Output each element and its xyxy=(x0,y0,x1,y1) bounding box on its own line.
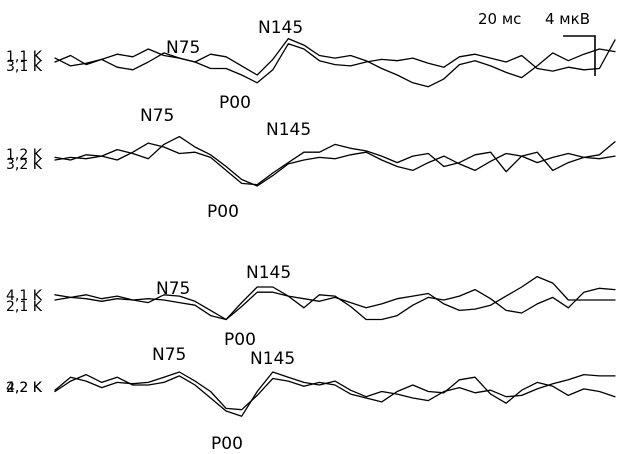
panel-2-peak-n75: N75 xyxy=(140,106,174,126)
scale-bar-lines xyxy=(563,35,596,76)
panel-1-trace-2 xyxy=(54,39,616,84)
scale-amplitude-label: 4 мкВ xyxy=(545,10,590,28)
panel-2: 1,2 K 3,2 K N75 P00 N145 xyxy=(6,106,616,222)
panel-1-peak-p00: P00 xyxy=(219,93,251,113)
panel-3-label-primary: 4,1 K xyxy=(6,288,43,304)
panel-3-peak-n75: N75 xyxy=(156,279,190,299)
panel-3-label-secondary: 2,1 K xyxy=(6,299,43,315)
panel-4-peak-n75: N75 xyxy=(152,345,186,365)
panel-4-label-secondary: 2,2 K xyxy=(6,380,43,396)
panel-1: 1,1 K 3,1 K N75 P00 N145 xyxy=(6,18,616,113)
panel-2-label-primary: 1,2 K xyxy=(6,147,43,163)
panel-3-traces xyxy=(54,275,616,321)
scale-bar: 20 мс 4 мкВ xyxy=(478,10,596,76)
panel-1-label-primary: 1,1 K xyxy=(6,49,43,65)
panel-3-trace-2 xyxy=(54,286,616,321)
panel-4-label-primary: 4,2 K xyxy=(6,380,43,396)
panel-3-peak-n145: N145 xyxy=(246,263,291,283)
scale-time-label: 20 мс xyxy=(478,10,521,28)
panel-4: 4,2 K 2,2 K N75 P00 N145 xyxy=(6,345,616,454)
panel-1-traces xyxy=(54,37,616,88)
panel-1-trace-1 xyxy=(54,37,616,88)
panel-2-peak-p00: P00 xyxy=(207,202,239,222)
panel-4-traces xyxy=(54,371,616,417)
panel-3-peak-p00: P00 xyxy=(224,330,256,350)
panel-2-trace-2 xyxy=(54,141,616,186)
panel-3: 4,1 K 2,1 K N75 P00 N145 xyxy=(6,263,616,350)
panel-4-trace-1 xyxy=(54,371,616,417)
panel-1-peak-n145: N145 xyxy=(258,18,303,38)
panel-1-peak-n75: N75 xyxy=(166,38,200,58)
panel-2-label-secondary: 3,2 K xyxy=(6,157,43,173)
panel-1-label-secondary: 3,1 K xyxy=(6,59,43,75)
panel-2-peak-n145: N145 xyxy=(266,120,311,140)
panel-2-traces xyxy=(54,135,616,187)
panel-3-trace-1 xyxy=(54,275,616,321)
panel-4-peak-p00: P00 xyxy=(211,434,243,454)
panel-4-peak-n145: N145 xyxy=(250,349,295,369)
panel-4-trace-2 xyxy=(54,371,616,411)
